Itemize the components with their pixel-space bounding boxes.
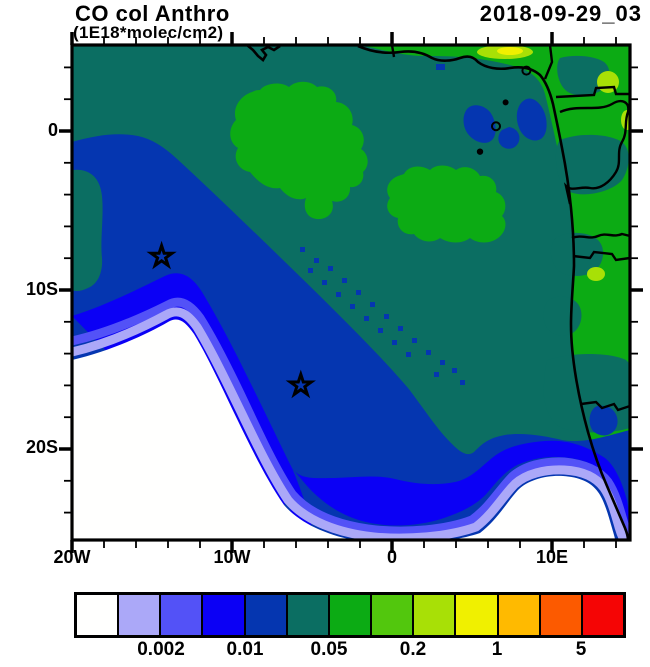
colorbar-cell-4 (245, 595, 288, 635)
axis-ticks (59, 32, 643, 553)
colorbar-cell-9 (456, 595, 499, 635)
dither-square (406, 352, 411, 357)
page-title: CO col Anthro (75, 1, 230, 26)
map-layers (72, 45, 630, 540)
border-cameroon-north (555, 85, 630, 99)
colorbar-label-02: 0.2 (399, 639, 427, 660)
green-ocean-patches (230, 81, 506, 243)
colorbar-label-1: 1 (491, 639, 503, 660)
dither-square (412, 360, 417, 365)
dither-square (308, 268, 313, 273)
yellow-maximum-spot (497, 47, 523, 55)
dither-square (398, 326, 403, 331)
border-drc-angola (572, 250, 630, 262)
inland-teal-patches (543, 55, 630, 433)
dither-square (322, 280, 327, 285)
island-markers (476, 65, 532, 155)
dither-square (452, 368, 457, 373)
dither-square (332, 298, 337, 303)
border-angola-namibia (580, 400, 630, 412)
dither-square (352, 314, 357, 319)
colorbar-cell-3 (203, 595, 246, 635)
teal-wedge-west-edge (72, 169, 103, 292)
violet-fringe (72, 297, 630, 540)
y-tick-label-0: 0 (47, 120, 58, 140)
island-ring (491, 121, 501, 132)
dither-square (370, 302, 375, 307)
border-nigeria-cameroon (543, 45, 554, 80)
dither-square (384, 314, 389, 319)
dither-square (336, 292, 341, 297)
dither-square (342, 278, 347, 283)
y-tick-label-20s: 20S (25, 437, 58, 457)
dither-square (372, 330, 377, 335)
y-tick-label-10s: 10S (25, 279, 58, 299)
colorbar-cell-11 (540, 595, 583, 635)
colorbar-cell-7 (372, 595, 415, 635)
border-congo-drc (571, 232, 630, 240)
dither-square (300, 247, 305, 252)
colorbar-cell-0 (77, 595, 120, 635)
coastal-blue-spots (436, 64, 547, 149)
x-tick-label-20w: 20W (53, 547, 91, 567)
dither-square (356, 290, 361, 295)
dither-square (350, 304, 355, 309)
open-star-marker (146, 240, 177, 270)
dither-square (328, 266, 333, 271)
x-tick-label-10w: 10W (213, 547, 251, 567)
dither-square (426, 350, 431, 355)
colorbar-label-005: 0.05 (310, 639, 348, 660)
dither-square (312, 282, 317, 287)
border-top-short-1 (390, 45, 396, 58)
coastline-gulf-and-southwest-africa (357, 45, 630, 540)
plot-timestamp: 2018-09-29_03 (479, 1, 642, 26)
plot-units-label: (1E18*molec/cm2) (73, 23, 224, 42)
star-markers (146, 240, 316, 399)
dither-squares (300, 247, 465, 385)
x-tick-label-10e: 10E (535, 547, 569, 567)
dither-square (392, 346, 397, 351)
x-tick-label-0: 0 (386, 547, 398, 567)
colorbar-cell-12 (582, 595, 624, 635)
dither-square (440, 360, 445, 365)
colorbar-label-001: 0.01 (226, 639, 264, 660)
colorbar-cell-10 (498, 595, 541, 635)
coastline-west-africa-dip (246, 45, 281, 62)
lavender-fringe (72, 307, 629, 540)
dither-square (460, 380, 465, 385)
colorbar-cell-6 (329, 595, 373, 635)
dither-square (314, 258, 319, 263)
island-dot (502, 99, 509, 106)
colorbar-cell-2 (161, 595, 204, 635)
dither-square (434, 372, 439, 377)
open-star-marker (285, 369, 316, 399)
land-green-region (358, 45, 630, 540)
colorbar-cell-1 (119, 595, 162, 635)
dither-square (392, 340, 397, 345)
island-ring (521, 65, 532, 76)
angola-coast-blue-blob (589, 405, 618, 436)
country-borders (390, 45, 630, 412)
dither-square (378, 328, 383, 333)
colorbar-cell-8 (414, 595, 457, 635)
colorbar-cell-5 (287, 595, 330, 635)
dither-square (364, 316, 369, 321)
dither-square (412, 338, 417, 343)
plot-frame (70, 43, 632, 542)
island-dot (476, 148, 484, 155)
coastline (246, 45, 630, 540)
colorbar-label-0002: 0.002 (137, 639, 185, 660)
colorbar (74, 592, 626, 638)
border-gabon-congo-loop (559, 100, 630, 205)
colorbar-label-5: 5 (575, 639, 587, 660)
white-minimum-region (72, 319, 615, 540)
